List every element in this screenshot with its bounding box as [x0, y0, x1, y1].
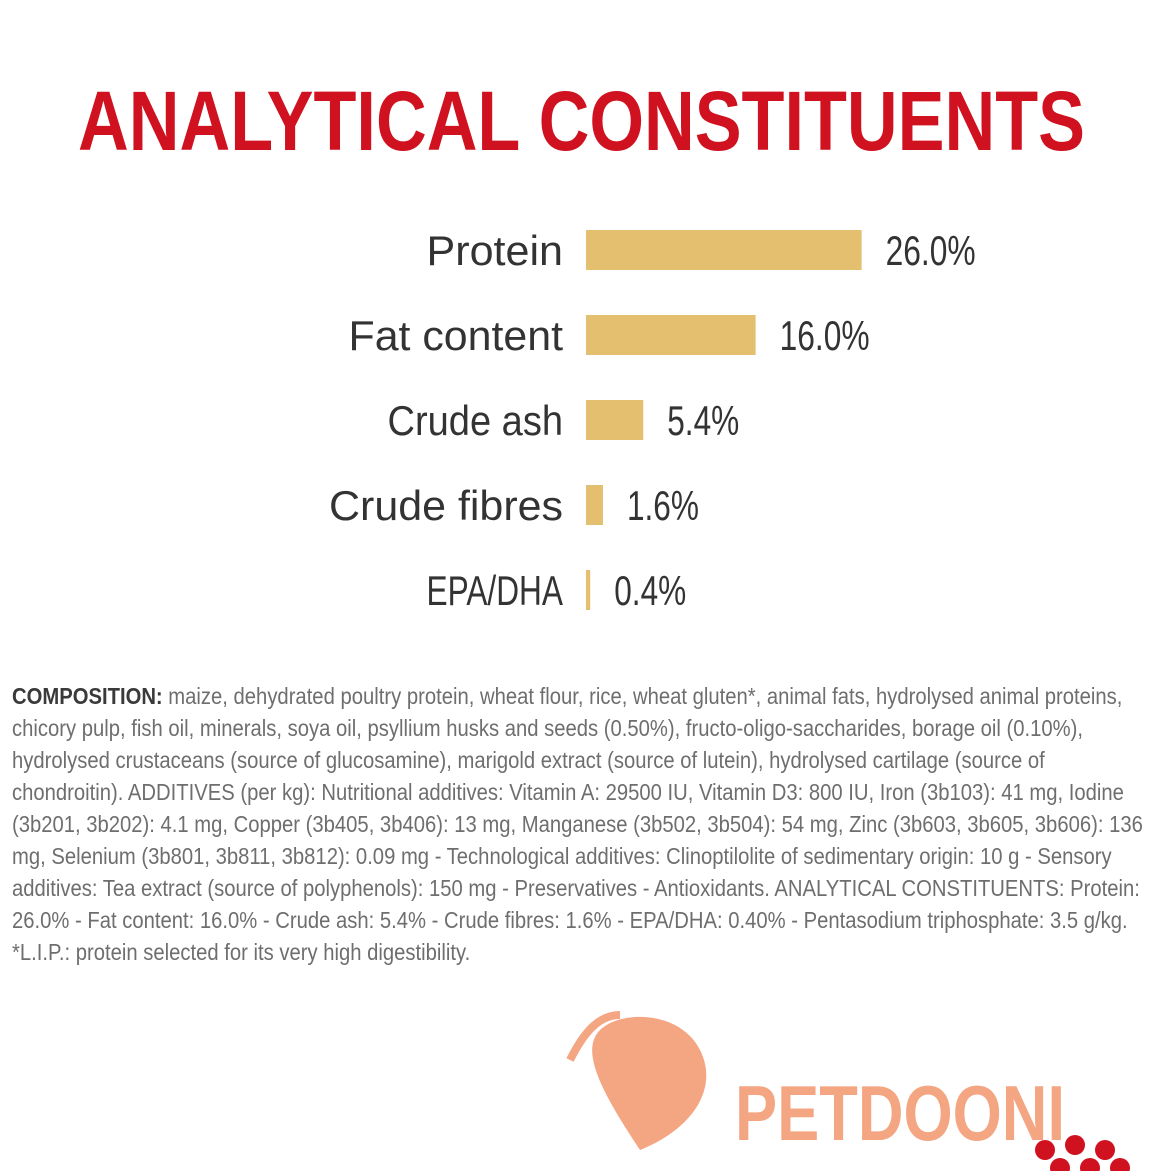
logo-dots [1035, 1135, 1130, 1171]
category-label: Crude fibres [329, 482, 563, 529]
watermark: PETDOONI [735, 1069, 1065, 1157]
composition-text: maize, dehydrated poultry protein, wheat… [12, 683, 1143, 965]
category-label: Protein [427, 227, 564, 274]
value-label: 16.0% [780, 312, 870, 359]
category-label: EPA/DHA [427, 567, 564, 614]
logo-stroke [566, 1011, 621, 1062]
logo-shape [592, 1016, 707, 1150]
value-label: 0.4% [614, 567, 686, 614]
composition: COMPOSITION: maize, dehydrated poultry p… [12, 680, 1160, 968]
value-label: 26.0% [886, 227, 976, 274]
value-label: 5.4% [667, 397, 739, 444]
bar [586, 400, 644, 440]
category-label: Fat content [349, 312, 564, 359]
value-label: 1.6% [627, 482, 699, 529]
bar [586, 315, 756, 355]
bar [586, 485, 603, 525]
bar [586, 570, 591, 610]
composition-label: COMPOSITION: [12, 683, 163, 709]
bar [586, 230, 862, 270]
chart-title: ANALYTICAL CONSTITUENTS [78, 74, 1085, 168]
category-label: Crude ash [388, 397, 564, 444]
